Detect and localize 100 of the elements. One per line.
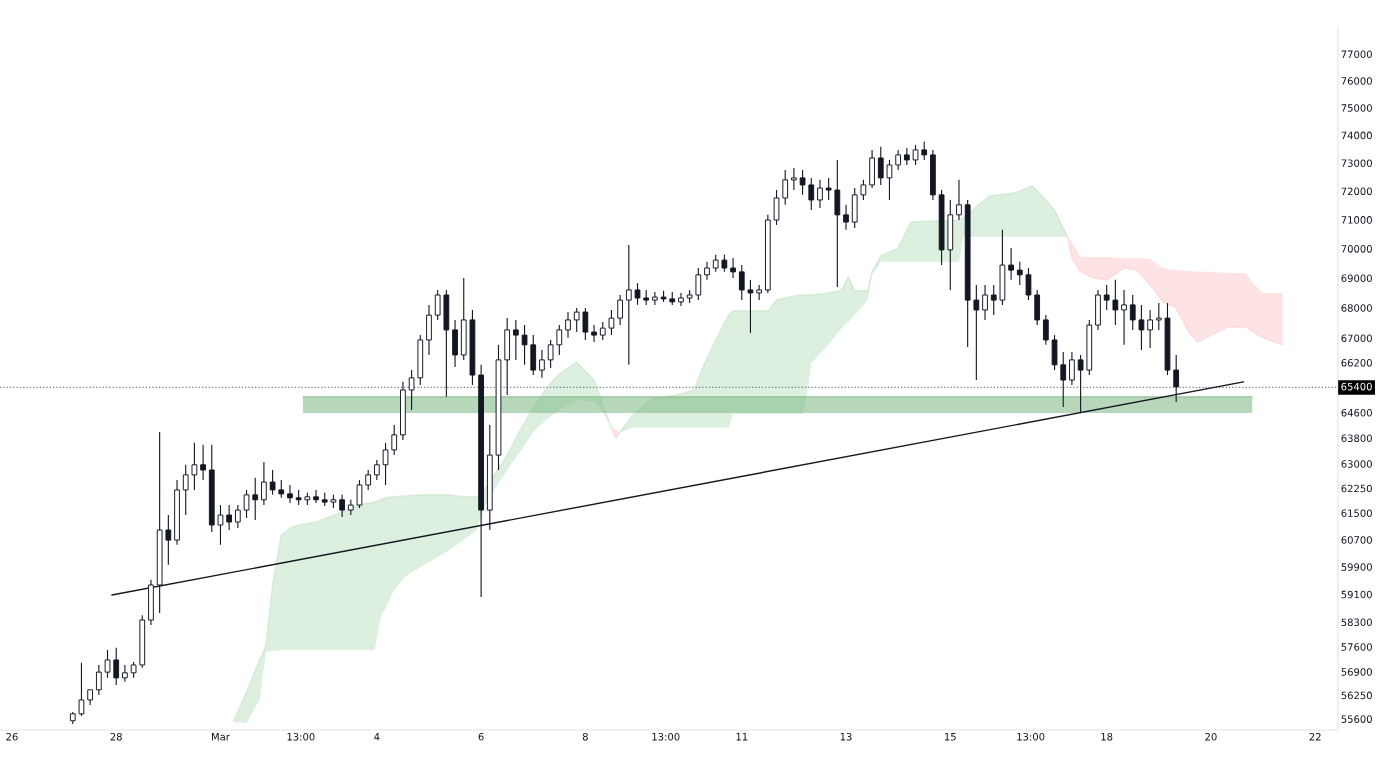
y-tick-label: 56250 — [1341, 691, 1372, 700]
candlestick — [895, 149, 902, 171]
x-tick-label: 13:00 — [287, 732, 315, 741]
candlestick — [773, 189, 780, 226]
y-tick-label: 75000 — [1341, 104, 1372, 112]
candlestick — [782, 169, 789, 206]
candlestick — [512, 319, 519, 361]
x-tick-label: 11 — [736, 733, 748, 741]
candlestick — [843, 204, 849, 231]
candlestick — [113, 647, 120, 686]
candlestick — [356, 479, 363, 509]
candlestick — [261, 461, 267, 506]
candlestick — [652, 291, 658, 306]
candlestick — [373, 459, 380, 481]
candlestick — [704, 261, 710, 281]
candlestick — [747, 279, 754, 334]
candlestick — [973, 284, 980, 381]
candlestick — [1147, 309, 1153, 349]
x-tick-label: 22 — [1309, 732, 1321, 741]
candlestick — [634, 282, 641, 306]
candlestick — [1025, 267, 1032, 301]
y-tick-label: 60700 — [1341, 536, 1372, 544]
candlestick — [382, 442, 389, 486]
candlestick — [547, 339, 554, 369]
y-tick-label: 67000 — [1341, 334, 1372, 343]
candlestick — [339, 494, 345, 518]
x-tick-label: 13:00 — [1017, 732, 1045, 741]
candlestick — [365, 469, 372, 491]
candlestick — [738, 264, 745, 301]
candlestick — [1155, 302, 1162, 331]
candlestick — [695, 267, 702, 301]
y-tick-label: 63800 — [1341, 434, 1372, 442]
candlestick — [877, 146, 884, 186]
x-tick-label: 28 — [110, 732, 122, 741]
candlestick — [226, 504, 233, 531]
candlestick — [756, 284, 763, 301]
candlestick — [956, 179, 962, 221]
candlestick — [678, 292, 684, 307]
candlestick — [1042, 314, 1049, 346]
candlestick — [252, 477, 259, 521]
candlestick — [1060, 351, 1067, 408]
y-tick-label: 62250 — [1341, 484, 1372, 493]
candlestick — [886, 159, 893, 201]
candlestick — [78, 662, 85, 717]
candlestick — [982, 284, 988, 321]
candlestick — [243, 489, 250, 519]
y-tick-label: 55600 — [1341, 715, 1372, 723]
x-tick-label: 8 — [582, 732, 588, 741]
y-tick-label: 72000 — [1341, 187, 1372, 196]
candlestick — [817, 179, 823, 209]
candlestick — [990, 284, 997, 316]
y-tick-label: 57600 — [1341, 643, 1372, 651]
candlestick — [104, 649, 111, 679]
candlestick — [191, 442, 198, 491]
candlestick — [808, 177, 815, 211]
y-tick-label: 63000 — [1341, 460, 1372, 468]
y-tick-label: 59100 — [1341, 590, 1372, 599]
candlestick — [617, 294, 624, 326]
candlestick — [539, 349, 545, 379]
candlestick — [1121, 289, 1127, 346]
y-tick-label: 70000 — [1341, 245, 1372, 253]
candlestick — [791, 167, 797, 191]
candlestick — [95, 664, 102, 696]
candlestick — [799, 169, 806, 196]
candlestick — [912, 144, 919, 166]
candlestick — [921, 141, 928, 161]
candlestick — [556, 324, 563, 356]
candlestick — [287, 484, 293, 504]
candlestick — [1016, 261, 1023, 286]
x-tick-label: 15 — [945, 733, 956, 741]
x-tick-label: 4 — [374, 733, 380, 741]
candlestick — [1129, 294, 1136, 331]
y-tick-label: 59900 — [1341, 563, 1372, 571]
x-tick-label: 18 — [1101, 732, 1113, 741]
y-tick-label: 69000 — [1341, 274, 1372, 283]
candlestick — [217, 504, 224, 546]
candlestick — [608, 309, 615, 336]
candlestick — [269, 469, 276, 496]
candlestick — [1008, 247, 1014, 281]
x-tick-label: 26 — [6, 732, 18, 741]
x-tick-label: 13 — [840, 732, 852, 741]
candlestick — [521, 324, 528, 366]
candlestick — [313, 489, 319, 504]
candlestick — [408, 369, 415, 411]
y-tick-label: 68000 — [1341, 304, 1372, 312]
y-tick-label: 77000 — [1341, 50, 1372, 59]
x-tick-label: Mar — [212, 733, 230, 741]
x-tick-label: 20 — [1205, 732, 1217, 741]
y-tick-label: 76000 — [1341, 77, 1372, 85]
y-tick-label: 71000 — [1341, 216, 1372, 224]
candlestick — [122, 664, 128, 683]
x-tick-label: 13:00 — [652, 732, 680, 741]
candlestick — [434, 289, 441, 321]
candlestick — [1138, 304, 1145, 351]
candlestick — [825, 177, 832, 201]
candlestick — [582, 307, 589, 341]
y-tick-label: 73000 — [1341, 159, 1372, 167]
y-tick-label: 74000 — [1341, 131, 1372, 140]
x-tick-label: 6 — [478, 732, 484, 741]
candlestick — [165, 514, 172, 566]
